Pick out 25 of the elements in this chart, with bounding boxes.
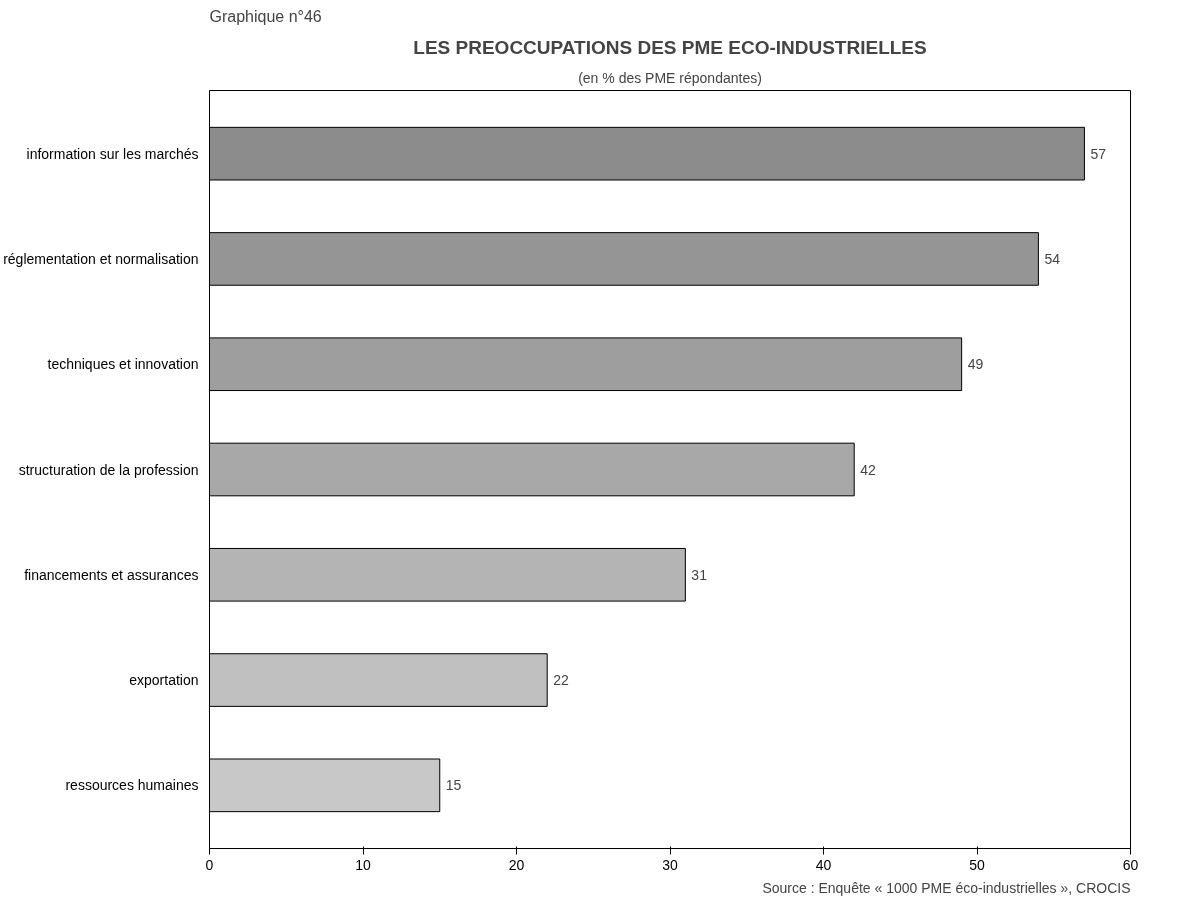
- data-label: 54: [1044, 250, 1061, 267]
- data-label: 22: [553, 672, 569, 689]
- data-label: 49: [967, 356, 984, 373]
- x-tick-label: 60: [1122, 856, 1139, 873]
- y-tick-label: information sur les marchés: [26, 145, 199, 162]
- chart-subtitle: (en % des PME répondantes): [578, 69, 762, 86]
- x-tick-label: 0: [205, 856, 214, 873]
- y-tick-label: techniques et innovation: [47, 356, 199, 373]
- data-label: 31: [691, 566, 708, 583]
- data-label: 42: [860, 461, 876, 478]
- chart-title: LES PREOCCUPATIONS DES PME ECO-INDUSTRIELLES: [413, 36, 927, 58]
- x-tick-label: 10: [355, 856, 371, 873]
- data-label: 15: [445, 777, 462, 794]
- x-tick-label: 50: [969, 856, 985, 873]
- y-tick-label: financements et assurances: [24, 566, 199, 583]
- source-note: Source : Enquête « 1000 PME éco-industrielles », CROCIS: [762, 879, 1131, 896]
- y-tick-label: structuration de la profession: [18, 461, 199, 478]
- y-tick-label: réglementation et normalisation: [3, 250, 199, 267]
- x-tick-label: 30: [662, 856, 678, 873]
- x-tick-label: 20: [508, 856, 525, 873]
- text: Graphique n°46: [209, 7, 322, 25]
- y-tick-label: ressources humaines: [65, 777, 199, 794]
- x-tick-label: 40: [815, 856, 832, 873]
- data-label: 57: [1090, 145, 1107, 162]
- y-tick-label: exportation: [129, 672, 199, 689]
